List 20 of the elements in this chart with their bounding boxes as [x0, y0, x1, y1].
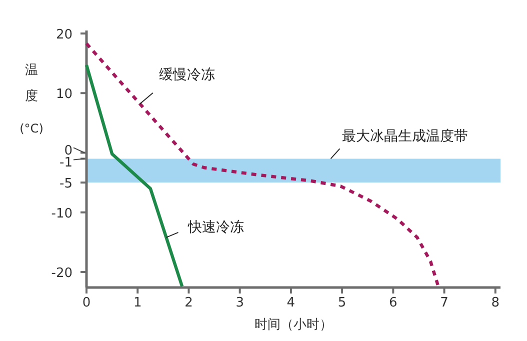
text: 缓慢冷冻 — [158, 66, 215, 83]
y-tick-label: -5 — [60, 176, 73, 192]
x-tick-label: 8 — [491, 296, 500, 310]
y-tick-label: -20 — [51, 266, 72, 281]
y-tick-label: 20 — [56, 27, 73, 42]
x-axis-title: 时间（小时） — [254, 318, 332, 332]
x-tick-label: 2 — [184, 296, 193, 310]
x-tick-label: 7 — [440, 296, 448, 310]
x-tick-label: 6 — [389, 296, 398, 310]
band-label: 最大冰晶生成温度带 — [342, 128, 468, 145]
y-tick-label: -10 — [51, 206, 72, 222]
x-tick-label: 0 — [82, 296, 91, 310]
x-tick-label: 1 — [133, 296, 142, 310]
x-tick-label: 4 — [286, 296, 296, 310]
x-tick-label: 5 — [338, 296, 346, 310]
series-label: 快速冷冻 — [187, 219, 244, 236]
y-tick-label: -1 — [60, 156, 73, 171]
y-tick-label: 10 — [56, 87, 73, 102]
text: 温度 (°C) — [20, 63, 44, 136]
x-tick-label: 3 — [236, 296, 244, 310]
